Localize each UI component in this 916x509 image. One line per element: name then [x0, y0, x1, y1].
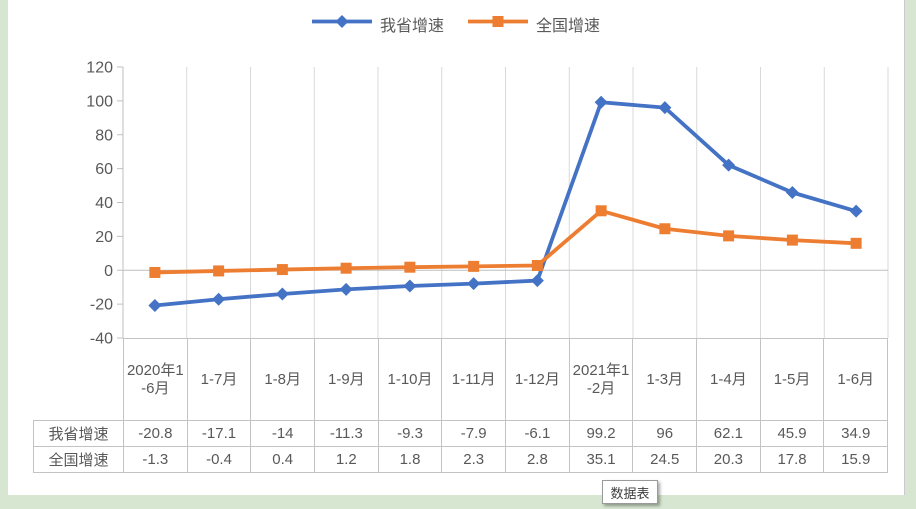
table-value-cell: -14 — [251, 421, 316, 446]
table-value-cell: -9.3 — [379, 421, 443, 446]
province-growth-table-row: 我省增速 -20.8 -17.1 -14 -11.3 -9.3 -7.9 -6.1 99.2 96… — [33, 421, 889, 447]
chart-panel[interactable]: 我省增速 全国增速 120 100 80 60 40 20 0 -20 -40 2020年1-6… — [8, 0, 905, 495]
y-axis-label: 100 — [86, 93, 113, 110]
table-value-cell: -11.3 — [315, 421, 379, 446]
legend-label-national: 全国增速 — [536, 18, 601, 35]
province-growth-series-line[interactable] — [152, 100, 859, 308]
national-growth-series-marker[interactable] — [468, 260, 480, 272]
national-growth-series-marker[interactable] — [595, 205, 607, 217]
table-value-cell: 1.8 — [379, 447, 443, 472]
chart-legend: 我省增速 全国增速 — [8, 12, 904, 36]
table-value-cell: 17.8 — [761, 447, 825, 472]
category-label: 2021年1-2月 — [570, 339, 634, 420]
province-growth-series-marker[interactable] — [658, 101, 672, 115]
table-value-cell: 2.3 — [442, 447, 507, 472]
national-growth-series-marker[interactable] — [340, 262, 352, 274]
category-label: 1-4月 — [697, 339, 761, 420]
national-growth-series-marker[interactable] — [404, 261, 416, 273]
province-line-diamond-icon — [311, 13, 372, 35]
table-value-cell: 1.2 — [315, 447, 379, 472]
table-value-cell: 34.9 — [824, 421, 889, 446]
province-growth-series-marker[interactable] — [467, 277, 481, 291]
y-axis-label: -20 — [90, 297, 113, 314]
category-label: 1-11月 — [442, 339, 507, 420]
province-growth-series-marker[interactable] — [403, 279, 417, 293]
province-growth-series-marker[interactable] — [148, 298, 162, 312]
category-label: 1-6月 — [824, 339, 889, 420]
table-value-cell: -17.1 — [188, 421, 252, 446]
category-axis-labels: 2020年1-6月 1-7月 1-8月 1-9月 1-10月 1-11月 1-12月 2021… — [123, 338, 889, 420]
table-value-cell: 99.2 — [570, 421, 634, 446]
data-table-tooltip: 数据表 — [602, 480, 658, 504]
category-label: 1-9月 — [315, 339, 379, 420]
national-growth-series-marker[interactable] — [213, 265, 225, 277]
table-value-cell: 62.1 — [697, 421, 761, 446]
tooltip-text: 数据表 — [610, 485, 650, 501]
category-label: 1-8月 — [251, 339, 316, 420]
province-growth-series-marker[interactable] — [339, 282, 353, 296]
table-value-cell: 35.1 — [570, 447, 634, 472]
category-label: 1-7月 — [188, 339, 252, 420]
table-value-cell: 0.4 — [251, 447, 316, 472]
national-growth-table-row: 全国增速 -1.3 -0.4 0.4 1.2 1.8 2.3 2.8 35.1 24.5 20.3 1… — [33, 447, 889, 473]
line-chart-plot-area[interactable]: 120 100 80 60 40 20 0 -20 -40 — [8, 0, 905, 495]
province-growth-series-marker[interactable] — [212, 292, 226, 306]
national-growth-series-marker[interactable] — [850, 237, 862, 249]
province-growth-series-marker[interactable] — [722, 158, 736, 172]
category-label: 1-5月 — [761, 339, 825, 420]
table-value-cell: -0.4 — [188, 447, 252, 472]
national-growth-series-marker[interactable] — [786, 234, 798, 246]
province-growth-series-marker[interactable] — [530, 274, 544, 288]
national-growth-series-marker[interactable] — [659, 223, 671, 235]
table-value-cell: 2.8 — [506, 447, 570, 472]
category-label: 1-12月 — [506, 339, 570, 420]
table-value-cell: -20.8 — [124, 421, 188, 446]
category-label: 1-10月 — [379, 339, 443, 420]
province-growth-series-marker[interactable] — [849, 204, 863, 218]
legend-label-province: 我省增速 — [379, 18, 444, 35]
y-axis-label: 80 — [95, 127, 113, 144]
y-axis-label: 20 — [95, 229, 113, 246]
table-row-header: 全国增速 — [34, 447, 124, 472]
table-value-cell: -6.1 — [506, 421, 570, 446]
national-growth-series-marker[interactable] — [531, 260, 543, 272]
national-growth-series-marker[interactable] — [149, 266, 161, 278]
table-value-cell: 96 — [633, 421, 698, 446]
table-value-cell: 24.5 — [633, 447, 698, 472]
table-value-cell: 15.9 — [824, 447, 889, 472]
y-axis-label: 120 — [86, 60, 113, 77]
province-growth-series-marker[interactable] — [785, 186, 799, 200]
national-growth-series-marker[interactable] — [723, 230, 735, 242]
table-row-header: 我省增速 — [34, 421, 124, 446]
y-axis-label: -40 — [90, 331, 113, 348]
category-label: 1-3月 — [633, 339, 698, 420]
table-value-cell: 20.3 — [697, 447, 761, 472]
table-value-cell: -1.3 — [124, 447, 188, 472]
table-value-cell: -7.9 — [442, 421, 507, 446]
province-growth-series-marker[interactable] — [594, 95, 608, 109]
table-value-cell: 45.9 — [761, 421, 825, 446]
legend-item-national[interactable]: 全国增速 — [468, 12, 600, 36]
y-axis-label: 0 — [104, 263, 113, 280]
chart-data-table[interactable]: 我省增速 -20.8 -17.1 -14 -11.3 -9.3 -7.9 -6.1 99.2 96… — [33, 420, 889, 473]
y-axis-label: 40 — [95, 195, 113, 212]
province-growth-series-marker[interactable] — [275, 287, 289, 301]
national-growth-series-marker[interactable] — [276, 264, 288, 276]
legend-item-province[interactable]: 我省增速 — [311, 12, 444, 36]
national-growth-series-line[interactable] — [152, 208, 859, 275]
y-axis-label: 60 — [95, 161, 113, 178]
national-line-square-icon — [468, 13, 528, 35]
category-label: 2020年1-6月 — [124, 339, 188, 420]
